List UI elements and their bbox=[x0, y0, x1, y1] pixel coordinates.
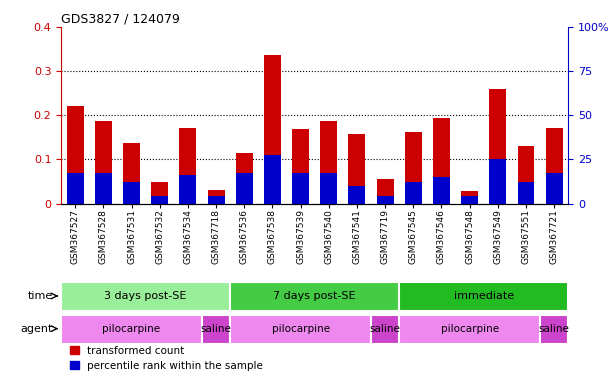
Bar bbox=[264, 155, 281, 204]
Bar bbox=[208, 190, 224, 204]
Text: pilocarpine: pilocarpine bbox=[271, 324, 330, 334]
Bar bbox=[376, 195, 393, 204]
Bar bbox=[348, 134, 365, 204]
Bar bbox=[320, 121, 337, 204]
Text: pilocarpine: pilocarpine bbox=[103, 324, 161, 334]
Text: pilocarpine: pilocarpine bbox=[441, 324, 499, 334]
Bar bbox=[540, 314, 568, 344]
Bar bbox=[399, 314, 540, 344]
Bar bbox=[95, 121, 112, 204]
Bar bbox=[433, 177, 450, 204]
Bar bbox=[292, 129, 309, 204]
Bar bbox=[376, 179, 393, 204]
Bar bbox=[489, 159, 507, 204]
Bar bbox=[61, 282, 230, 311]
Bar bbox=[320, 174, 337, 204]
Bar bbox=[230, 282, 399, 311]
Bar bbox=[371, 314, 399, 344]
Text: 3 days post-SE: 3 days post-SE bbox=[104, 291, 187, 301]
Bar bbox=[236, 153, 253, 204]
Bar bbox=[208, 195, 224, 204]
Bar bbox=[461, 195, 478, 204]
Text: GDS3827 / 124079: GDS3827 / 124079 bbox=[61, 13, 180, 26]
Bar bbox=[518, 182, 535, 204]
Bar bbox=[152, 195, 168, 204]
Bar bbox=[461, 191, 478, 204]
Text: immediate: immediate bbox=[453, 291, 514, 301]
Bar bbox=[546, 174, 563, 204]
Bar bbox=[202, 314, 230, 344]
Bar bbox=[546, 127, 563, 204]
Bar bbox=[230, 314, 371, 344]
Bar bbox=[264, 55, 281, 204]
Bar bbox=[123, 182, 140, 204]
Bar bbox=[180, 127, 196, 204]
Text: saline: saline bbox=[370, 324, 401, 334]
Bar bbox=[405, 132, 422, 204]
Bar bbox=[123, 142, 140, 204]
Bar bbox=[67, 106, 84, 204]
Bar bbox=[518, 146, 535, 204]
Bar bbox=[433, 118, 450, 204]
Bar bbox=[61, 314, 202, 344]
Bar bbox=[292, 174, 309, 204]
Bar bbox=[405, 182, 422, 204]
Text: time: time bbox=[27, 291, 53, 301]
Bar bbox=[236, 174, 253, 204]
Text: 7 days post-SE: 7 days post-SE bbox=[273, 291, 356, 301]
Bar bbox=[180, 175, 196, 204]
Bar bbox=[489, 89, 507, 204]
Bar bbox=[95, 174, 112, 204]
Text: agent: agent bbox=[20, 324, 53, 334]
Bar bbox=[67, 174, 84, 204]
Legend: transformed count, percentile rank within the sample: transformed count, percentile rank withi… bbox=[67, 341, 267, 375]
Bar bbox=[152, 182, 168, 204]
Bar bbox=[348, 186, 365, 204]
Text: saline: saline bbox=[539, 324, 569, 334]
Bar bbox=[399, 282, 568, 311]
Text: saline: saline bbox=[200, 324, 232, 334]
